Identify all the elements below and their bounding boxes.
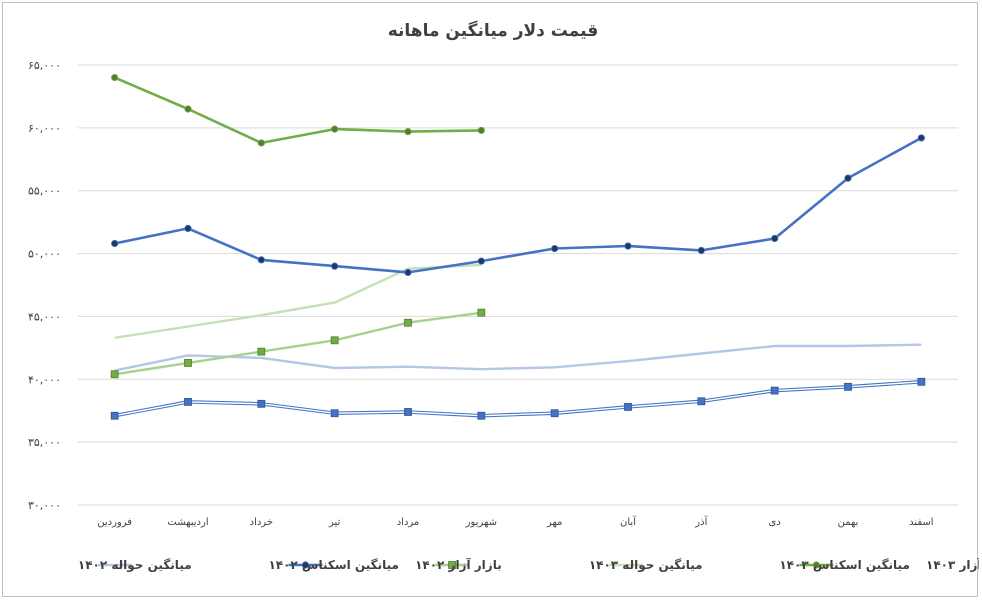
data-point bbox=[477, 411, 486, 420]
data-point bbox=[844, 174, 852, 182]
x-tick-label: دی bbox=[769, 517, 781, 528]
data-point bbox=[111, 73, 119, 82]
y-axis-ticks: ۳۰,۰۰۰ ۳۵,۰۰۰ ۴۰,۰۰۰ ۴۵,۰۰۰ ۵۰,۰۰۰ ۵۵,۰۰۰ ۶۰,۰… bbox=[28, 59, 61, 512]
chart-title: قیمت دلار میانگین ماهانه bbox=[388, 20, 599, 41]
data-point bbox=[770, 386, 779, 395]
data-point bbox=[110, 370, 119, 379]
data-point bbox=[257, 256, 265, 264]
data-point bbox=[331, 262, 339, 270]
data-point bbox=[551, 244, 559, 253]
y-tick-label: ۳۵,۰۰۰ bbox=[28, 436, 61, 449]
legend-item-6: بازار آزار ۱۴۰۳ bbox=[799, 557, 979, 572]
legend-key-marker bbox=[812, 561, 820, 569]
data-point bbox=[184, 105, 192, 113]
series-line bbox=[114, 380, 922, 418]
data-point bbox=[477, 257, 485, 265]
series-line bbox=[114, 263, 482, 339]
legend-label: میانگین اسکناس ۱۴۰۲ bbox=[268, 558, 399, 572]
y-tick-label: ۵۵,۰۰۰ bbox=[28, 185, 61, 198]
x-tick-label: بهمن bbox=[838, 517, 859, 528]
legend-key-marker bbox=[301, 561, 310, 569]
data-point bbox=[257, 399, 266, 408]
legend-item-4: میانگین حواله ۱۴۰۳ bbox=[435, 558, 703, 573]
x-tick-label: فروردین bbox=[97, 517, 132, 528]
legend-item-5: میانگین اسکناس ۱۴۰۳ bbox=[608, 558, 910, 572]
series-line bbox=[114, 343, 922, 372]
legend-label: بازار آزار ۱۴۰۳ bbox=[926, 557, 979, 572]
data-point bbox=[477, 308, 486, 317]
data-point bbox=[477, 126, 485, 134]
data-point bbox=[331, 125, 339, 133]
x-tick-label: اردیبهشت bbox=[167, 517, 208, 528]
series-line bbox=[114, 76, 482, 145]
series-line bbox=[114, 136, 922, 274]
series-5 bbox=[114, 263, 482, 339]
data-point bbox=[257, 347, 266, 356]
data-point bbox=[110, 411, 119, 420]
data-point bbox=[257, 139, 265, 147]
series-layer bbox=[110, 73, 926, 420]
data-point bbox=[184, 224, 192, 233]
data-point bbox=[624, 403, 632, 411]
y-tick-label: ۴۰,۰۰۰ bbox=[28, 373, 61, 386]
legend-item-2: میانگین اسکناس ۱۴۰۲ bbox=[97, 558, 399, 572]
legend-item-3: بازار آزار ۱۴۰۲ bbox=[288, 557, 502, 572]
data-point bbox=[184, 398, 192, 406]
data-point bbox=[697, 246, 705, 255]
data-point bbox=[404, 408, 412, 416]
legend-label: میانگین اسکناس ۱۴۰۳ bbox=[779, 558, 910, 572]
series-3 bbox=[111, 134, 925, 277]
x-tick-label: آبان bbox=[620, 515, 637, 528]
data-point bbox=[404, 268, 412, 277]
x-tick-label: تیر bbox=[328, 517, 341, 528]
series-6 bbox=[111, 73, 485, 147]
x-tick-label: مرداد bbox=[397, 517, 420, 528]
x-tick-label: مهر bbox=[546, 517, 562, 528]
series-line-inner bbox=[114, 381, 922, 417]
data-point bbox=[184, 359, 192, 367]
gridlines bbox=[78, 64, 958, 506]
x-tick-label: اسفند bbox=[909, 517, 933, 528]
legend-key-marker bbox=[448, 561, 456, 569]
line-chart: قیمت دلار میانگین ماهانه ۳۰,۰۰۰ ۳۵,۰۰۰ ۴۰,… bbox=[28, 20, 979, 573]
data-point bbox=[330, 409, 339, 418]
y-tick-label: ۶۰,۰۰۰ bbox=[28, 122, 61, 135]
data-point bbox=[404, 128, 412, 136]
x-tick-label: خرداد bbox=[250, 517, 273, 528]
x-tick-label: آذر bbox=[694, 515, 708, 528]
data-point bbox=[844, 382, 852, 391]
data-point bbox=[330, 336, 339, 345]
data-point bbox=[111, 239, 119, 248]
data-point bbox=[697, 397, 706, 406]
series-4 bbox=[110, 308, 486, 379]
data-point bbox=[550, 409, 559, 418]
x-axis-ticks: فروردین اردیبهشت خرداد تیر مرداد شهریور مهر آبا… bbox=[97, 515, 933, 528]
y-tick-label: ۳۰,۰۰۰ bbox=[28, 499, 61, 512]
data-point bbox=[917, 377, 926, 386]
data-point bbox=[624, 242, 632, 250]
y-tick-label: ۶۵,۰۰۰ bbox=[28, 59, 61, 72]
data-point bbox=[404, 318, 412, 327]
data-point bbox=[771, 234, 779, 243]
data-point bbox=[917, 134, 925, 142]
legend-label: میانگین حواله ۱۴۰۳ bbox=[589, 558, 703, 573]
series-2 bbox=[114, 343, 922, 372]
series-line bbox=[114, 311, 482, 376]
legend-item-1: میانگین حواله ۱۴۰۲ bbox=[78, 558, 192, 573]
series-1 bbox=[110, 377, 926, 420]
legend-label: میانگین حواله ۱۴۰۲ bbox=[78, 558, 192, 573]
legend: بازار آزار ۱۴۰۳ میانگین اسکناس ۱۴۰۳ میانگی… bbox=[78, 557, 979, 573]
legend-label: بازار آزار ۱۴۰۲ bbox=[415, 557, 502, 572]
y-tick-label: ۵۰,۰۰۰ bbox=[28, 248, 61, 261]
y-tick-label: ۴۵,۰۰۰ bbox=[28, 310, 61, 323]
x-tick-label: شهریور bbox=[465, 517, 497, 528]
